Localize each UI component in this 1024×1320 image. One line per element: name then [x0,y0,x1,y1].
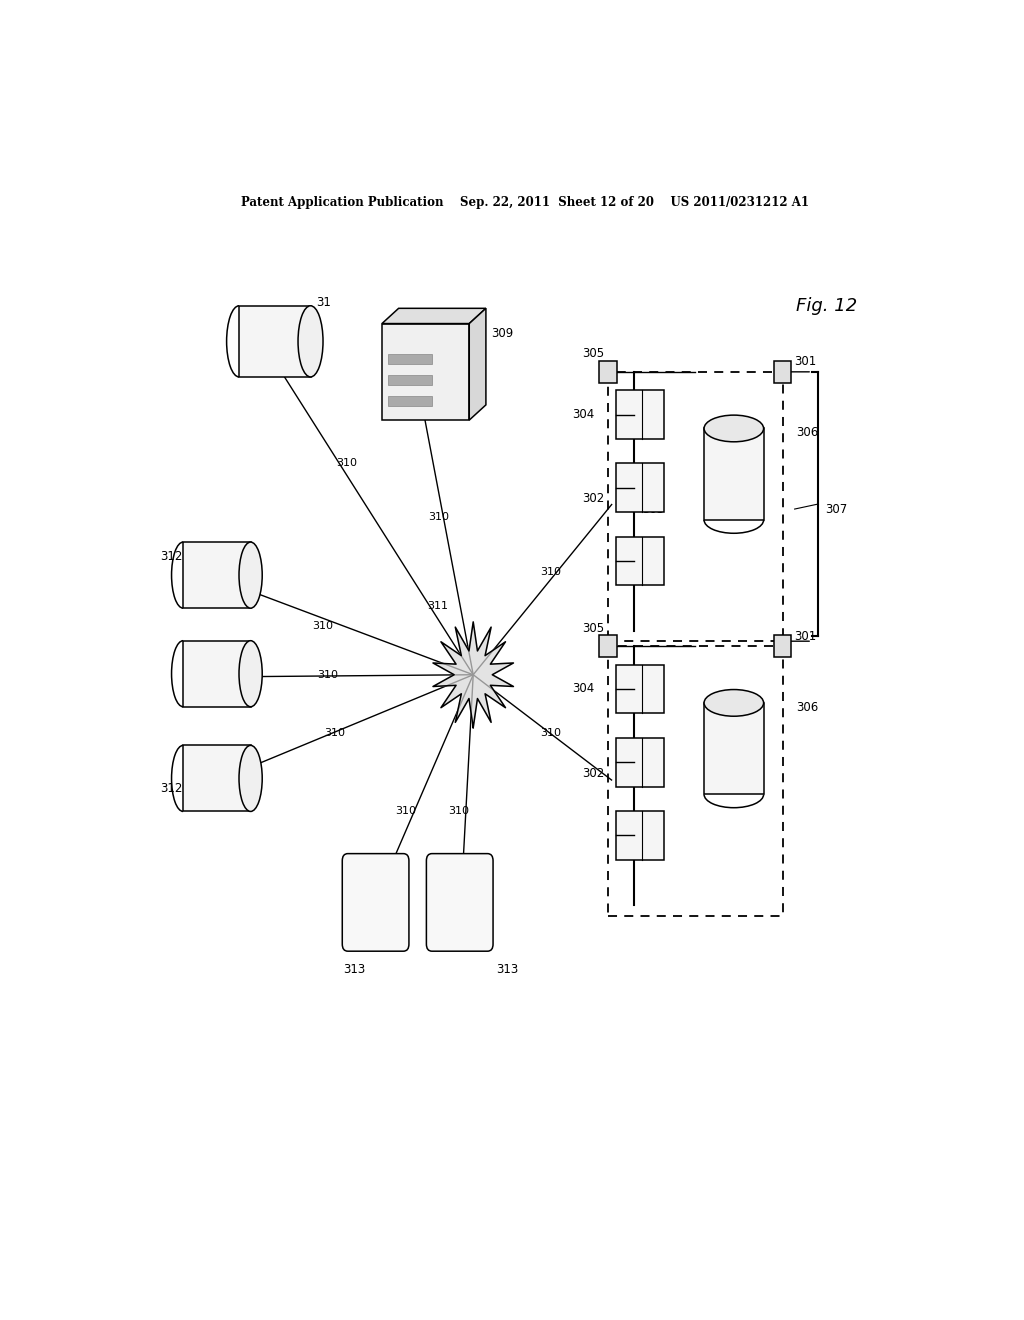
Bar [240,306,310,378]
Bar [608,647,782,916]
Ellipse shape [298,306,323,378]
Text: 310: 310 [336,458,356,469]
Polygon shape [382,309,486,323]
Bar [183,640,251,706]
Bar [774,360,792,383]
Text: 309: 309 [492,327,514,339]
Text: 310: 310 [429,512,450,523]
Bar [616,738,664,787]
Text: Patent Application Publication    Sep. 22, 2011  Sheet 12 of 20    US 2011/02312: Patent Application Publication Sep. 22, … [241,195,809,209]
Text: 307: 307 [824,503,847,516]
Bar [616,664,664,713]
Text: 303: 303 [642,503,665,516]
Bar [388,375,432,385]
Text: 313: 313 [497,964,518,975]
Polygon shape [433,622,513,727]
Text: 303: 303 [642,777,665,789]
Ellipse shape [239,746,262,812]
Bar [616,463,664,512]
Text: 312: 312 [160,550,182,564]
Text: 304: 304 [572,408,595,421]
Text: 305: 305 [582,623,604,635]
FancyBboxPatch shape [342,854,409,952]
Text: 310: 310 [540,568,561,577]
Bar [183,746,251,812]
Text: Fig. 12: Fig. 12 [796,297,857,314]
Bar [616,391,664,440]
Text: 302: 302 [582,492,604,506]
Bar [599,635,616,657]
Text: 311: 311 [427,601,449,611]
Text: 306: 306 [797,701,818,714]
Text: 310: 310 [395,807,417,816]
Text: 31: 31 [316,296,331,309]
Polygon shape [469,309,486,420]
Text: 310: 310 [540,727,561,738]
Text: 310: 310 [324,727,345,738]
Text: 302: 302 [582,767,604,780]
Text: 306: 306 [797,426,818,440]
Bar [183,543,251,609]
Ellipse shape [239,543,262,609]
Text: 313: 313 [343,964,366,975]
Bar [774,635,792,657]
Bar [705,429,764,520]
FancyBboxPatch shape [426,854,494,952]
Text: 301: 301 [795,355,817,368]
Bar [388,396,432,407]
Bar [705,702,764,795]
Bar [616,536,664,585]
Text: 310: 310 [312,620,333,631]
Text: 310: 310 [317,669,339,680]
Ellipse shape [705,689,764,717]
Text: 304: 304 [572,682,595,696]
Text: 305: 305 [582,347,604,360]
Text: 312: 312 [160,781,182,795]
Bar [388,354,432,364]
Bar [382,323,469,420]
Text: 310: 310 [449,807,469,816]
Bar [608,372,782,642]
Bar [599,360,616,383]
Ellipse shape [239,640,262,706]
Text: 301: 301 [795,630,817,643]
Ellipse shape [705,414,764,442]
Bar [616,810,664,859]
